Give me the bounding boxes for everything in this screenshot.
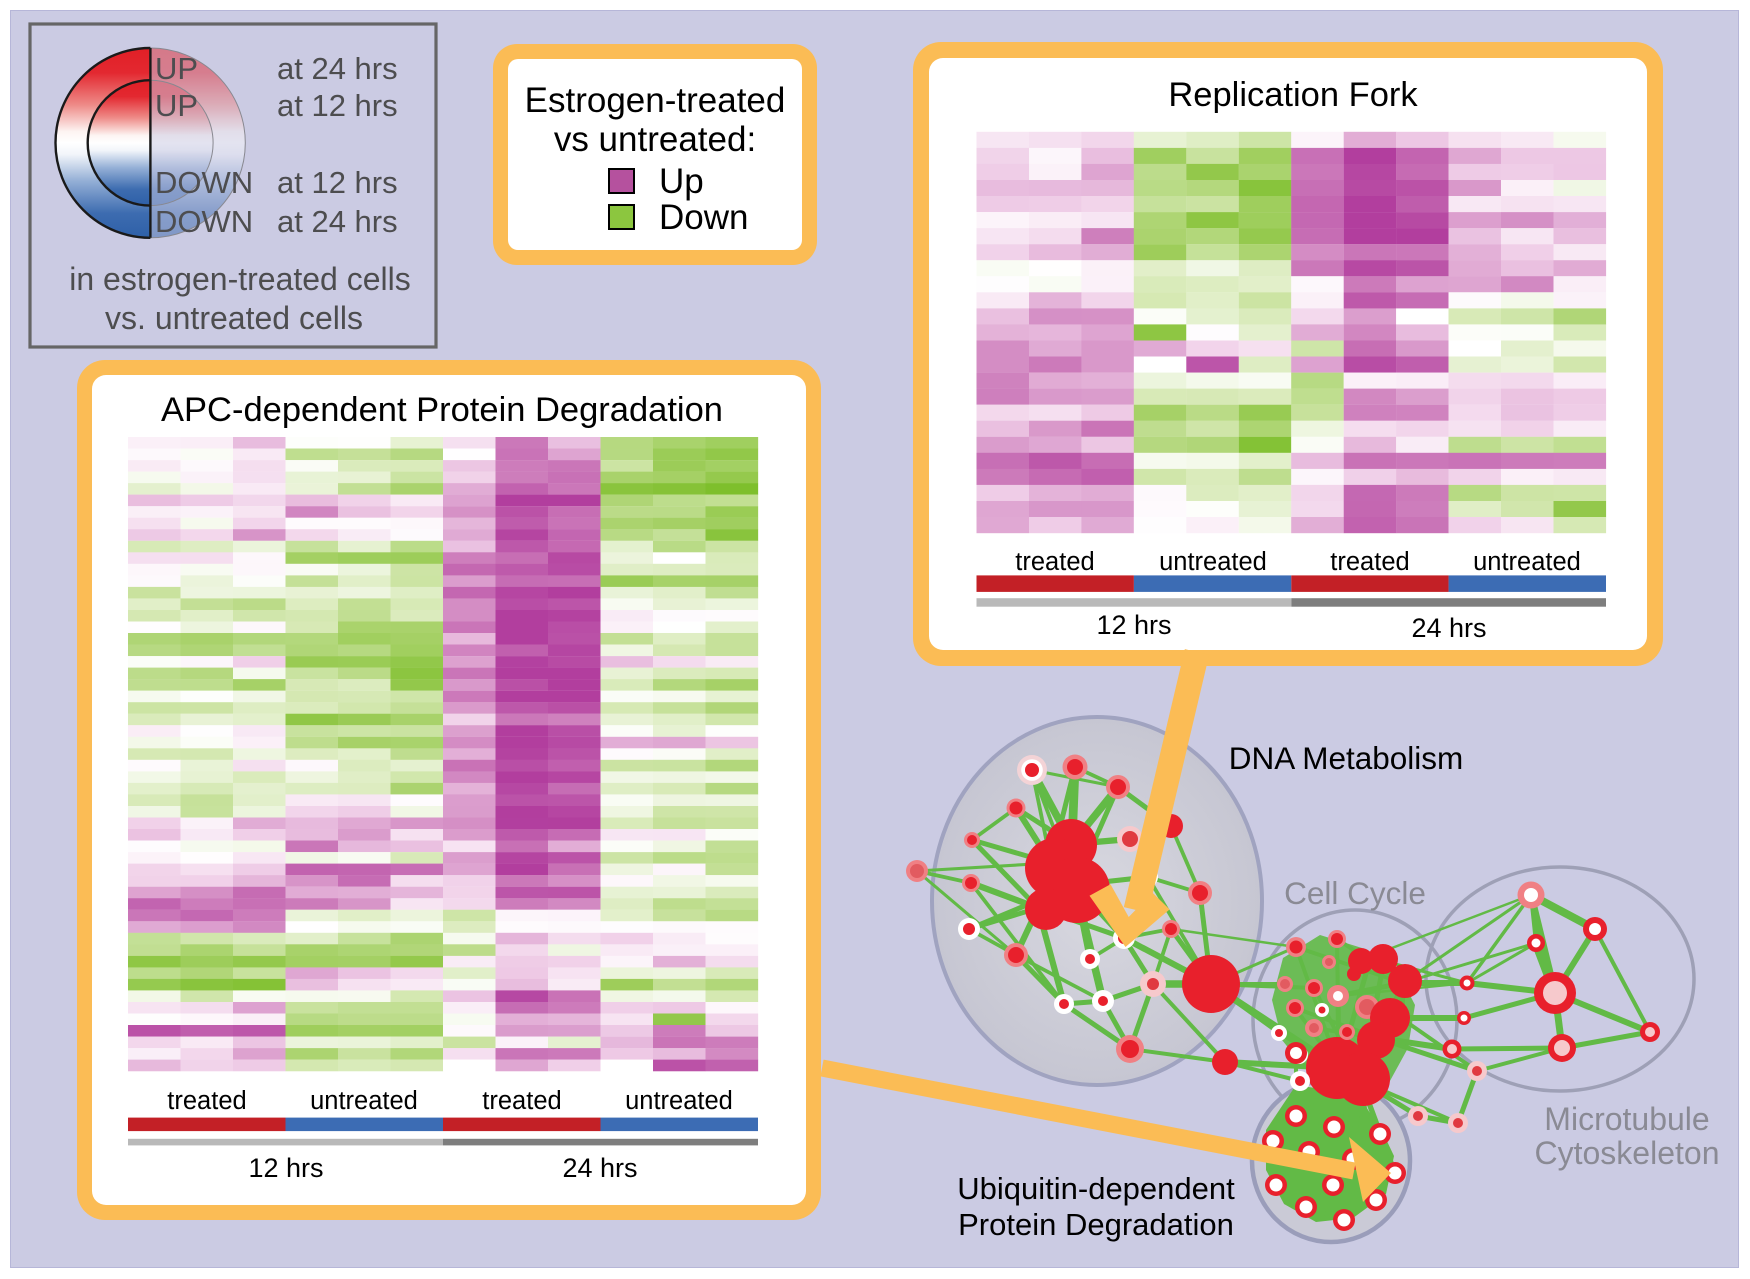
svg-text:UP: UP [155,51,198,86]
svg-text:treated: treated [1330,548,1409,576]
svg-text:DOWN: DOWN [155,204,253,239]
svg-text:untreated: untreated [310,1087,418,1115]
svg-text:treated: treated [1015,548,1094,576]
svg-text:Cytoskeleton: Cytoskeleton [1535,1135,1720,1171]
svg-text:Up: Up [659,162,704,201]
svg-text:at 24 hrs: at 24 hrs [277,204,398,239]
svg-text:treated: treated [482,1087,561,1115]
svg-text:at 12 hrs: at 12 hrs [277,88,398,123]
svg-text:Protein Degradation: Protein Degradation [958,1207,1234,1242]
svg-text:24 hrs: 24 hrs [562,1153,637,1183]
svg-text:12 hrs: 12 hrs [248,1153,323,1183]
svg-text:untreated: untreated [1473,548,1581,576]
svg-text:untreated: untreated [1159,548,1267,576]
svg-text:treated: treated [167,1087,246,1115]
svg-text:vs. untreated cells: vs. untreated cells [105,300,363,336]
svg-text:Microtubule: Microtubule [1544,1101,1709,1137]
svg-text:Ubiquitin-dependent: Ubiquitin-dependent [957,1171,1235,1206]
svg-text:DOWN: DOWN [155,165,253,200]
svg-text:at 12 hrs: at 12 hrs [277,165,398,200]
svg-text:DNA Metabolism: DNA Metabolism [1229,740,1464,776]
svg-text:APC-dependent Protein Degradat: APC-dependent Protein Degradation [161,391,723,429]
svg-text:Replication Fork: Replication Fork [1168,76,1418,114]
svg-text:Estrogen-treated: Estrogen-treated [525,81,786,120]
svg-text:untreated: untreated [625,1087,733,1115]
svg-text:at 24 hrs: at 24 hrs [277,51,398,86]
svg-text:in estrogen-treated cells: in estrogen-treated cells [69,261,411,297]
svg-text:Down: Down [659,198,748,237]
svg-text:Cell Cycle: Cell Cycle [1284,875,1426,911]
svg-text:24 hrs: 24 hrs [1411,613,1486,643]
svg-text:UP: UP [155,88,198,123]
svg-text:vs untreated:: vs untreated: [554,120,756,159]
svg-text:12 hrs: 12 hrs [1096,610,1171,640]
